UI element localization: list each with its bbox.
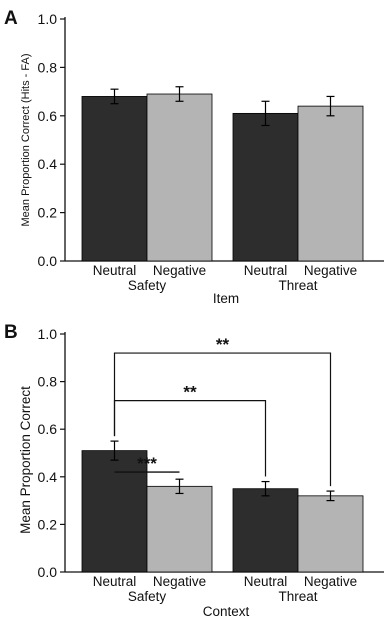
panel-a-bar-4 xyxy=(297,105,364,262)
panel-a-category-label-1: Neutral xyxy=(93,263,137,278)
panel-b-y-tick-label: 0.6 xyxy=(38,421,58,437)
panel-b-y-tick-label: 0.2 xyxy=(38,516,58,532)
panel-a-group-label-2: Threat xyxy=(278,278,317,293)
panel-b-category-label-2: Negative xyxy=(153,574,206,589)
panel-a: A Mean Proportion Correct (Hits - FA) It… xyxy=(4,8,384,306)
panel-a-x-axis-label: Item xyxy=(213,291,239,306)
panel-b-significance-label-1: *** xyxy=(137,454,157,473)
panel-a-category-label-2: Negative xyxy=(153,263,206,278)
panel-b-category-label-1: Neutral xyxy=(93,574,137,589)
panel-b-bar-4 xyxy=(297,495,364,573)
panel-b-y-axis-label: Mean Proportion Correct xyxy=(18,386,33,534)
panel-b-group-label-1: Safety xyxy=(128,589,167,604)
panel-a-y-tick-label: 0.4 xyxy=(38,156,58,172)
panel-b-y-tick-label: 1.0 xyxy=(38,326,58,342)
panel-b-y-tick-label: 0.8 xyxy=(38,374,58,390)
panel-b: B Mean Proportion Correct Context 0.0 0.2… xyxy=(4,322,384,619)
panel-a-y-tick-label: 0.6 xyxy=(38,108,58,124)
panel-b-group-label-2: Threat xyxy=(278,589,317,604)
panel-a-letter: A xyxy=(4,8,18,29)
panel-a-bar-3 xyxy=(232,112,299,262)
panel-b-plot: 0.0 0.2 0.4 0.6 0.8 1.0 Neutral Negative Neutral… xyxy=(38,326,384,604)
panel-b-bar-2 xyxy=(146,485,213,573)
panel-a-category-label-3: Neutral xyxy=(244,263,288,278)
panel-b-y-tick-label: 0.0 xyxy=(38,564,58,580)
panel-b-significance-bracket-3 xyxy=(113,352,332,487)
panel-a-y-tick-label: 0.0 xyxy=(38,253,58,269)
panel-a-plot: 0.0 0.2 0.4 0.6 0.8 1.0 Neutral Negative Neutral… xyxy=(38,11,384,293)
panel-a-group-label-1: Safety xyxy=(128,278,167,293)
panel-b-category-label-3: Neutral xyxy=(244,574,288,589)
panel-a-category-label-4: Negative xyxy=(304,263,357,278)
panel-b-bar-1 xyxy=(81,450,148,573)
panel-a-bar-1 xyxy=(81,96,148,262)
panel-b-y-tick-label: 0.4 xyxy=(38,469,58,485)
panel-a-y-tick-label: 0.2 xyxy=(38,205,58,221)
panel-b-bar-3 xyxy=(232,488,299,573)
panel-a-bar-2 xyxy=(146,93,213,262)
panel-a-y-tick-label: 0.8 xyxy=(38,59,58,75)
panel-b-category-label-4: Negative xyxy=(304,574,357,589)
panel-b-significance-label-2: ** xyxy=(183,383,197,402)
panel-b-letter: B xyxy=(4,322,18,343)
panel-b-significance-label-3: ** xyxy=(216,335,230,354)
panel-a-y-axis-label: Mean Proportion Correct (Hits - FA) xyxy=(20,54,32,227)
panel-a-y-tick-label: 1.0 xyxy=(38,11,58,27)
panel-b-x-axis-label: Context xyxy=(203,604,250,619)
